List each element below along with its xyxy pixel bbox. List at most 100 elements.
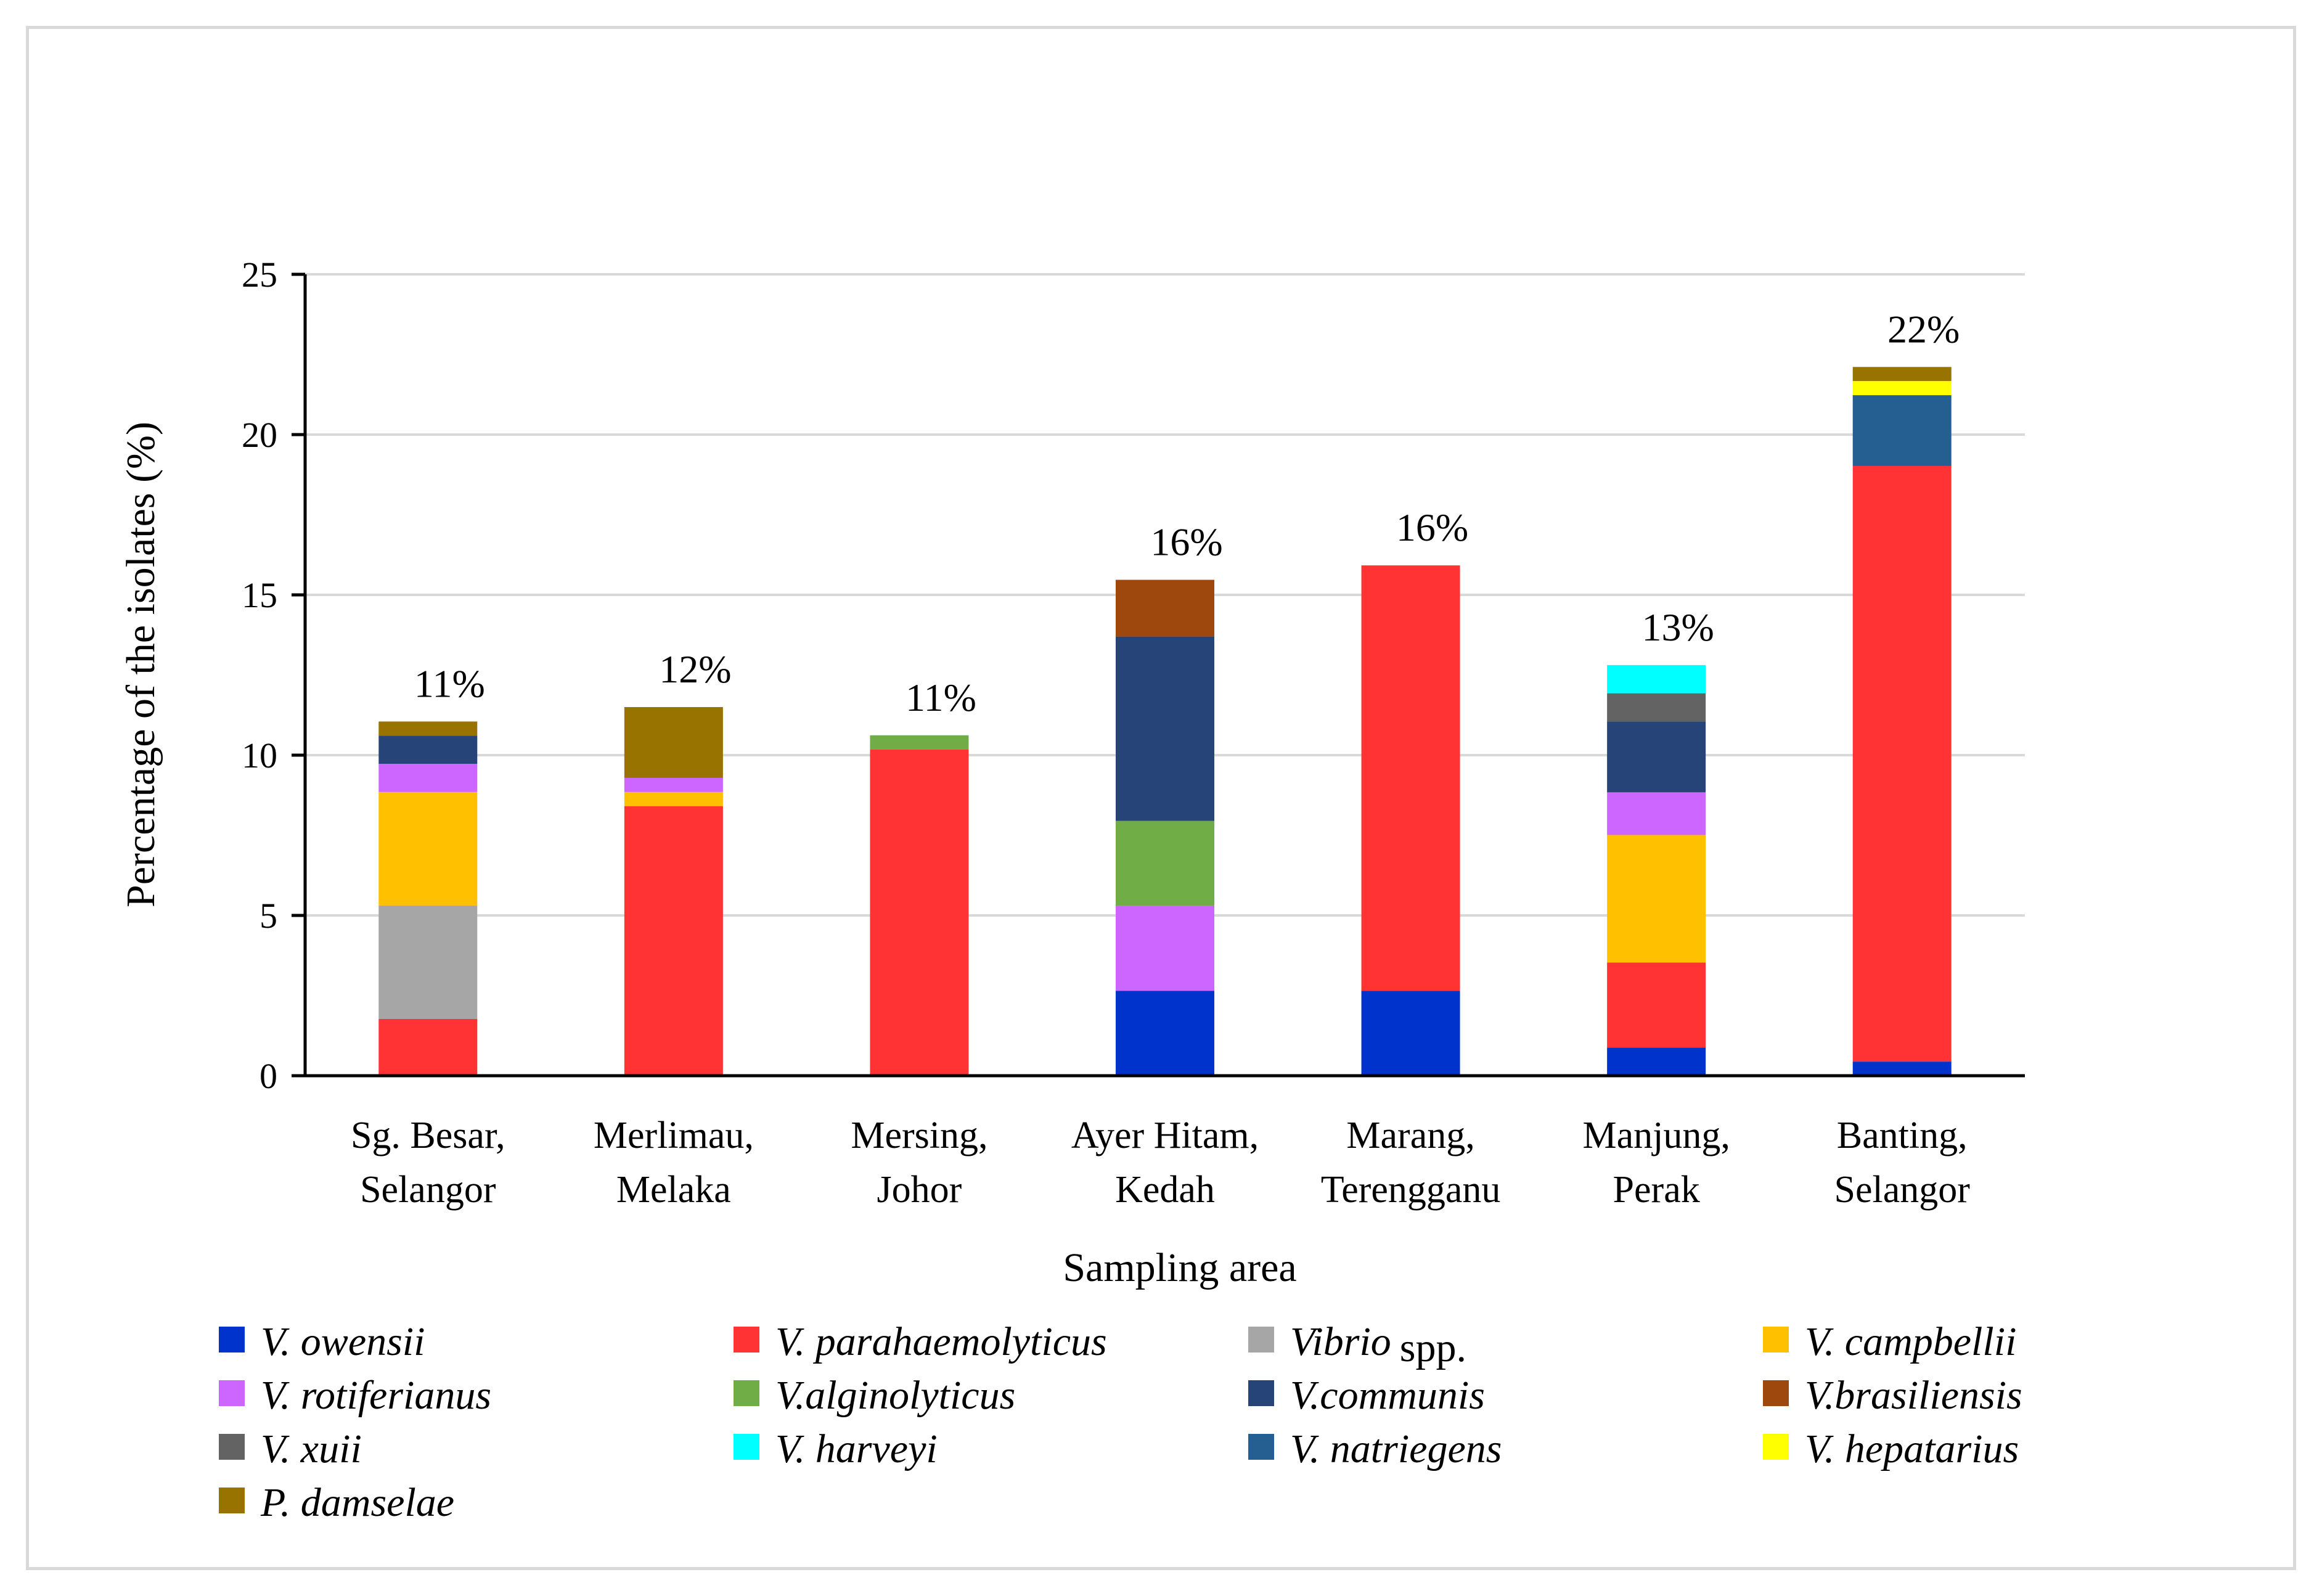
bar-segment xyxy=(1852,367,1952,382)
bar-segment xyxy=(378,764,478,792)
legend-item: V. campbellii xyxy=(1763,1319,2016,1364)
legend-item: V. natriegens xyxy=(1248,1426,1502,1471)
legend-swatch xyxy=(734,1327,759,1353)
legend-swatch xyxy=(1248,1434,1274,1460)
legend-label: V. natriegens xyxy=(1290,1426,1502,1471)
x-tick-label: Terengganu xyxy=(1321,1169,1501,1211)
bar-segment xyxy=(1607,721,1706,793)
bar-segment xyxy=(1361,565,1460,991)
legend-label: V. owensii xyxy=(261,1319,425,1364)
x-tick-label: Ayer Hitam, xyxy=(1071,1115,1259,1156)
x-tick-label: Melaka xyxy=(616,1169,731,1211)
bars xyxy=(378,367,1952,1076)
bar-segment xyxy=(1116,636,1214,821)
legend-item: Vibrio spp. xyxy=(1248,1319,1466,1370)
legend-item: P. damselae xyxy=(219,1480,454,1525)
bar-segment xyxy=(1361,991,1460,1076)
x-tick-label: Manjung, xyxy=(1582,1115,1730,1156)
legend-label: V. harveyi xyxy=(775,1426,938,1471)
legend: V. owensii V. parahaemolyticus Vibrio spp. V… xyxy=(219,1319,2022,1525)
bar-segment xyxy=(870,749,969,1076)
legend-swatch xyxy=(219,1434,245,1460)
legend-item: V.communis xyxy=(1248,1373,1485,1418)
bar-segment xyxy=(378,735,478,764)
bar-segment xyxy=(1607,962,1706,1048)
legend-label: V. xuii xyxy=(261,1426,362,1471)
legend-item: V. harveyi xyxy=(734,1426,938,1471)
bar-total-label: 12% xyxy=(659,647,731,691)
x-tick-label: Perak xyxy=(1613,1169,1700,1211)
bar-segment xyxy=(1607,835,1706,963)
bar-segment xyxy=(624,806,723,1076)
legend-label: V.alginolyticus xyxy=(775,1373,1015,1418)
bar-segment xyxy=(1607,792,1706,835)
bar-segment xyxy=(1852,1062,1952,1076)
bar-segment xyxy=(378,721,478,736)
legend-label: V.communis xyxy=(1290,1373,1485,1418)
bar-segment xyxy=(1607,693,1706,722)
bar-segment xyxy=(624,777,723,792)
x-tick-label: Banting, xyxy=(1837,1115,1968,1156)
x-tick-label: Selangor xyxy=(1834,1169,1971,1211)
bar-total-label: 16% xyxy=(1396,505,1468,549)
legend-swatch xyxy=(219,1327,245,1353)
legend-label: V. hepatarius xyxy=(1805,1426,2019,1471)
x-tick-label: Merlimau, xyxy=(594,1115,754,1156)
legend-swatch xyxy=(219,1488,245,1513)
bar-segment xyxy=(1116,906,1214,991)
legend-item: V. hepatarius xyxy=(1763,1426,2019,1471)
bar-total-label: 11% xyxy=(905,676,976,719)
legend-swatch xyxy=(734,1434,759,1460)
legend-item: V.brasiliensis xyxy=(1763,1373,2022,1418)
legend-swatch xyxy=(1763,1434,1789,1460)
x-tick-label: Marang, xyxy=(1346,1115,1474,1156)
bar-total-label: 11% xyxy=(414,661,485,705)
bar-segment xyxy=(378,905,478,1019)
legend-label: Vibrio spp. xyxy=(1290,1319,1466,1370)
legend-item: V. xuii xyxy=(219,1426,362,1471)
legend-swatch xyxy=(1248,1327,1274,1353)
y-tick-label: 0 xyxy=(260,1056,277,1096)
x-tick-label: Sg. Besar, xyxy=(351,1115,505,1156)
legend-swatch xyxy=(219,1380,245,1406)
x-tick-label: Selangor xyxy=(360,1169,496,1211)
y-tick-label: 25 xyxy=(242,255,277,295)
y-tick-label: 15 xyxy=(242,575,277,615)
bar-segment xyxy=(624,792,723,806)
legend-label-suffix: spp. xyxy=(1400,1325,1466,1370)
y-axis-title: Percentage of the isolates (%) xyxy=(118,422,163,907)
bar-segment xyxy=(624,707,723,778)
legend-label: V. parahaemolyticus xyxy=(775,1319,1107,1364)
y-tick-label: 5 xyxy=(260,896,277,936)
bar-segment xyxy=(1852,381,1952,396)
bar-segment xyxy=(1852,465,1952,1062)
bar-segment xyxy=(1607,1047,1706,1076)
bar-segment xyxy=(1116,991,1214,1076)
y-axis-ticks: 0 5 10 15 20 25 xyxy=(242,255,305,1096)
x-axis-title: Sampling area xyxy=(1063,1245,1296,1290)
figure-frame xyxy=(26,26,2296,1570)
bar-segment xyxy=(1607,665,1706,694)
x-axis-category-labels: Sg. Besar, Selangor Merlimau, Melaka Mersing… xyxy=(351,1115,1970,1211)
x-tick-label: Johor xyxy=(877,1169,962,1211)
legend-label: V.brasiliensis xyxy=(1805,1373,2022,1418)
legend-swatch xyxy=(1763,1380,1789,1406)
bar-segment xyxy=(870,735,969,750)
legend-item: V. parahaemolyticus xyxy=(734,1319,1107,1364)
legend-item: V. rotiferianus xyxy=(219,1373,491,1418)
bar-segment xyxy=(1116,579,1214,637)
bar-total-label: 16% xyxy=(1150,520,1222,564)
x-tick-label: Kedah xyxy=(1115,1169,1215,1211)
y-tick-label: 20 xyxy=(242,415,277,455)
bar-segment xyxy=(1116,821,1214,906)
bar-segment xyxy=(1852,395,1952,466)
legend-item: V. owensii xyxy=(219,1319,425,1364)
legend-item: V.alginolyticus xyxy=(734,1373,1015,1418)
bar-total-label: 22% xyxy=(1887,307,1960,351)
bar-total-label: 13% xyxy=(1641,605,1714,649)
legend-swatch xyxy=(1763,1327,1789,1353)
legend-label: V. campbellii xyxy=(1805,1319,2016,1364)
legend-label: V. rotiferianus xyxy=(261,1373,491,1418)
legend-swatch xyxy=(1248,1380,1274,1406)
